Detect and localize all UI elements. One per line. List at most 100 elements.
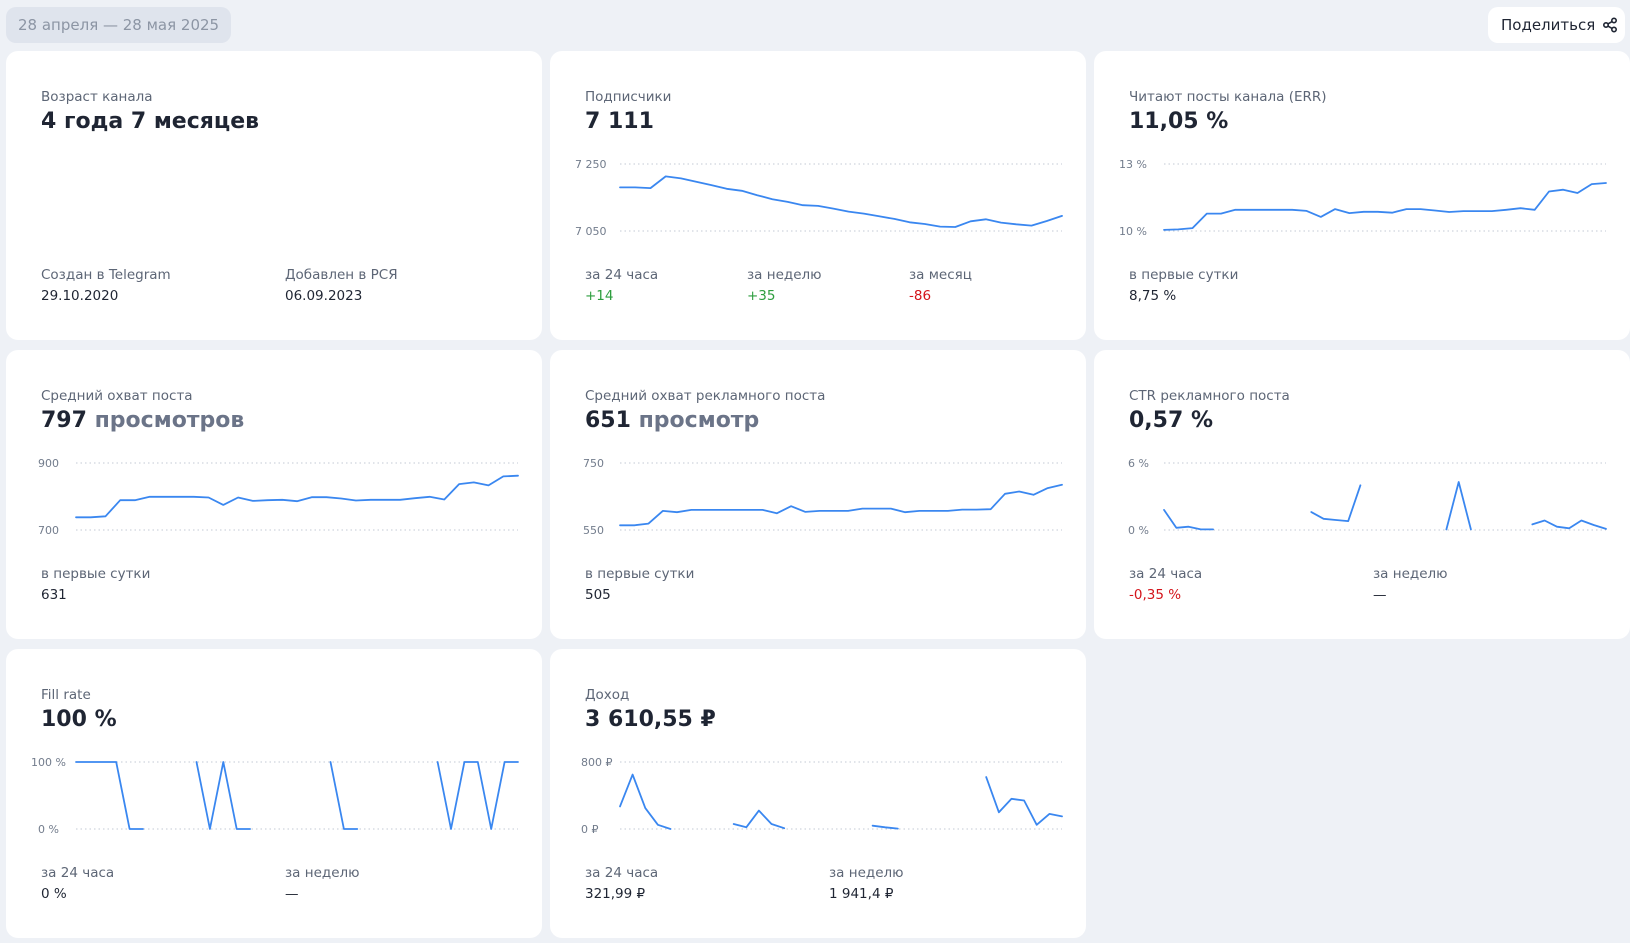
series-line bbox=[732, 809, 786, 830]
card-title: Средний охват поста bbox=[41, 388, 193, 404]
series-line bbox=[1163, 182, 1607, 231]
card-value: 11,05 % bbox=[1129, 109, 1229, 134]
stat-week: за неделю 1 941,4 ₽ bbox=[829, 865, 904, 902]
y-tick-max: 7 250 bbox=[575, 158, 607, 171]
series-line bbox=[619, 483, 1063, 527]
date-range-selector[interactable]: 28 апреля — 28 мая 2025 bbox=[6, 7, 232, 43]
stat-value: 631 bbox=[41, 587, 67, 603]
card-title: Средний охват рекламного поста bbox=[585, 388, 826, 404]
series-line bbox=[329, 761, 359, 830]
stat-label: за неделю bbox=[1373, 566, 1448, 582]
card-value-unit: просмотров bbox=[94, 408, 245, 433]
stat-label: Добавлен в РСЯ bbox=[285, 267, 398, 283]
card-title: Fill rate bbox=[41, 687, 91, 703]
series-line bbox=[985, 776, 1063, 826]
stat-week: за неделю — bbox=[1373, 566, 1448, 603]
fill-rate-chart: 100 % 0 % bbox=[31, 756, 519, 836]
series-line bbox=[436, 761, 519, 830]
stat-added: Добавлен в РСЯ 06.09.2023 bbox=[285, 267, 398, 304]
card-value: 7 111 bbox=[585, 109, 654, 134]
y-tick-min: 7 050 bbox=[575, 225, 607, 238]
ctr-chart: 6 % 0 % bbox=[1128, 457, 1607, 537]
stat-created: Создан в Telegram 29.10.2020 bbox=[41, 267, 171, 304]
stat-value: -0,35 % bbox=[1129, 587, 1182, 603]
card-title: CTR рекламного поста bbox=[1129, 388, 1290, 404]
card-title: Подписчики bbox=[585, 89, 672, 105]
card-title: Возраст канала bbox=[41, 89, 153, 105]
y-tick-max: 800 ₽ bbox=[581, 756, 613, 769]
card-value-unit: просмотр bbox=[638, 408, 760, 433]
stat-label: за неделю bbox=[829, 865, 904, 881]
stat-label: Создан в Telegram bbox=[41, 267, 171, 283]
stat-week: за неделю — bbox=[285, 865, 360, 902]
stat-label: за 24 часа bbox=[585, 267, 659, 283]
card-value: 0,57 % bbox=[1129, 408, 1213, 433]
y-tick-max: 13 % bbox=[1119, 158, 1147, 171]
stat-value: 505 bbox=[585, 587, 611, 603]
stat-label: за неделю bbox=[285, 865, 360, 881]
share-button-label: Поделиться bbox=[1501, 16, 1596, 34]
card-value: 797 просмотров bbox=[41, 408, 245, 433]
card-ad-ctr: CTR рекламного поста 0,57 % 6 % 0 % за 2… bbox=[1094, 350, 1630, 639]
stat-label: за неделю bbox=[747, 267, 822, 283]
series-line bbox=[1310, 484, 1362, 522]
card-value: 4 года 7 месяцев bbox=[41, 109, 260, 134]
y-tick-max: 100 % bbox=[31, 756, 66, 769]
stat-24h: за 24 часа 321,99 ₽ bbox=[585, 865, 658, 902]
stat-label: в первые сутки bbox=[1129, 267, 1239, 283]
stat-value: 0 % bbox=[41, 886, 67, 902]
stat-label: в первые сутки bbox=[41, 566, 151, 582]
stat-value: 321,99 ₽ bbox=[585, 886, 646, 902]
card-title: Доход bbox=[585, 687, 630, 703]
card-value: 3 610,55 ₽ bbox=[585, 707, 716, 732]
stat-value: — bbox=[1373, 587, 1387, 603]
stat-month: за месяц -86 bbox=[909, 267, 972, 304]
stat-first-day: в первые сутки 8,75 % bbox=[1129, 267, 1238, 304]
series-line bbox=[619, 175, 1063, 228]
stat-value: 1 941,4 ₽ bbox=[829, 886, 894, 902]
subscribers-chart: 7 250 7 050 bbox=[575, 158, 1063, 238]
stat-value: +14 bbox=[585, 288, 614, 304]
stat-first-day: в первые сутки 505 bbox=[585, 566, 694, 603]
stat-label: за 24 часа bbox=[41, 865, 115, 881]
share-icon bbox=[1602, 17, 1618, 33]
ad-reach-chart: 750 550 bbox=[583, 457, 1063, 537]
stat-value: 8,75 % bbox=[1129, 288, 1177, 304]
stat-value: +35 bbox=[747, 288, 776, 304]
card-value: 651 просмотр bbox=[585, 408, 760, 433]
stat-24h: за 24 часа -0,35 % bbox=[1129, 566, 1202, 603]
card-avg-reach: Средний охват поста 797 просмотров 900 7… bbox=[6, 350, 542, 639]
series-line bbox=[195, 761, 252, 830]
stat-24h: за 24 часа 0 % bbox=[41, 865, 114, 902]
y-tick-max: 6 % bbox=[1128, 457, 1149, 470]
y-tick-min: 0 % bbox=[1128, 524, 1149, 537]
series-line bbox=[1531, 519, 1607, 530]
card-title: Читают посты канала (ERR) bbox=[1129, 89, 1327, 105]
y-tick-min: 0 % bbox=[38, 823, 59, 836]
stat-value: 29.10.2020 bbox=[41, 288, 119, 304]
series-line bbox=[619, 773, 672, 830]
stat-label: за 24 часа bbox=[585, 865, 659, 881]
y-tick-max: 900 bbox=[38, 457, 59, 470]
share-button[interactable]: Поделиться bbox=[1488, 7, 1625, 43]
y-tick-min: 550 bbox=[583, 524, 604, 537]
stat-value: 06.09.2023 bbox=[285, 288, 363, 304]
stat-value: — bbox=[285, 886, 299, 902]
card-value: 100 % bbox=[41, 707, 117, 732]
series-line bbox=[871, 824, 899, 830]
series-line bbox=[75, 761, 144, 830]
series-line bbox=[1445, 481, 1472, 531]
card-fill-rate: Fill rate 100 % 100 % 0 % за 24 часа 0 %… bbox=[6, 649, 542, 938]
stat-first-day: в первые сутки 631 bbox=[41, 566, 150, 603]
stat-label: за месяц bbox=[909, 267, 972, 283]
income-chart: 800 ₽ 0 ₽ bbox=[581, 756, 1063, 836]
series-line bbox=[1163, 509, 1214, 531]
card-income: Доход 3 610,55 ₽ 800 ₽ 0 ₽ за 24 часа 32… bbox=[550, 649, 1086, 938]
stat-value: -86 bbox=[909, 288, 932, 304]
card-channel-age: Возраст канала 4 года 7 месяцев Создан в… bbox=[6, 51, 542, 340]
card-err: Читают посты канала (ERR) 11,05 % 13 % 1… bbox=[1094, 51, 1630, 340]
y-tick-min: 0 ₽ bbox=[581, 823, 599, 836]
err-chart: 13 % 10 % bbox=[1119, 158, 1607, 238]
card-ad-reach: Средний охват рекламного поста 651 просм… bbox=[550, 350, 1086, 639]
stat-label: за 24 часа bbox=[1129, 566, 1203, 582]
